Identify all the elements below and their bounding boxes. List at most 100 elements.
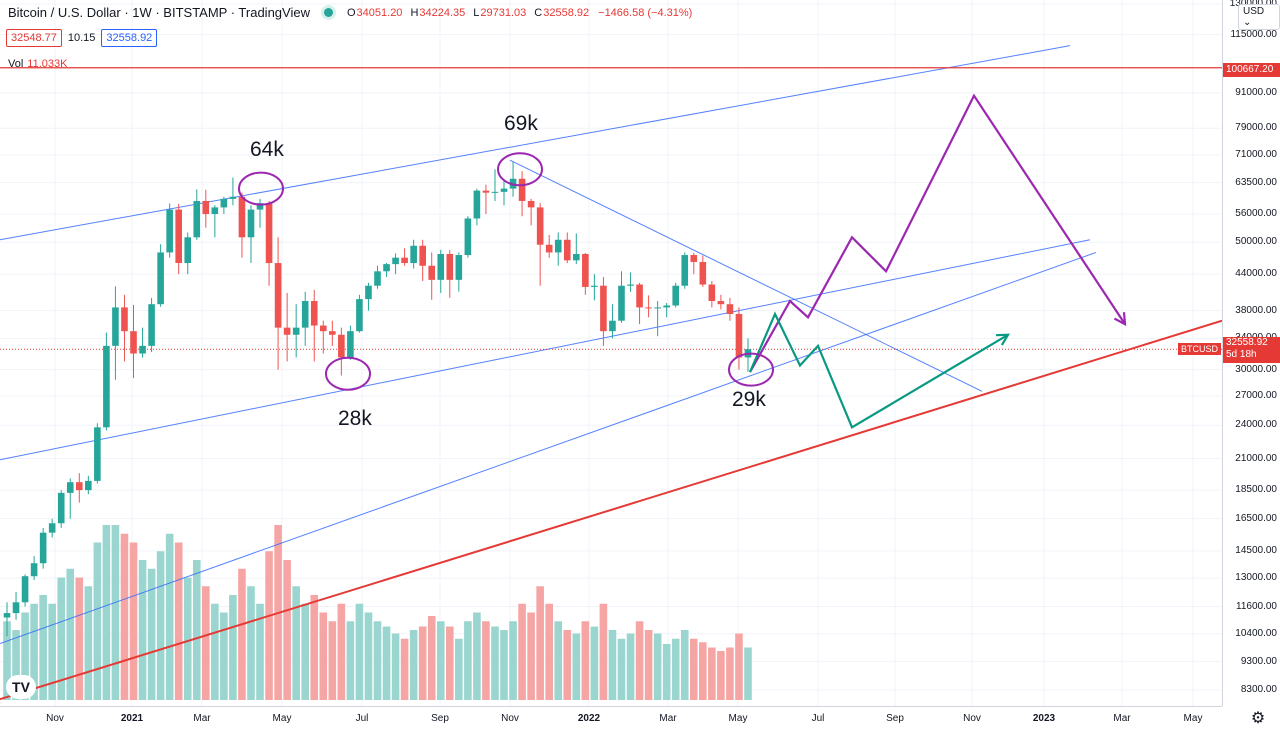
candle-body	[690, 255, 698, 262]
ohlc-value: 29731.03	[480, 6, 527, 19]
volume-bar	[617, 638, 626, 700]
time-axis[interactable]: Nov 2021 Mar May Jul Sep Nov 2022 Mar May Jul Sep No…	[0, 706, 1222, 733]
candle-body	[735, 313, 743, 358]
buy-price-button[interactable]: 32558.92	[101, 29, 158, 47]
candle-body	[392, 257, 399, 265]
price-tick-label: 115000.00	[1230, 28, 1277, 40]
ohlc-key: L	[473, 6, 480, 19]
candle-body	[609, 320, 616, 332]
chart-canvas[interactable]	[0, 0, 1222, 706]
candle-body	[663, 305, 670, 308]
volume-bar	[183, 577, 192, 700]
quote-row: 32548.77 10.15 32558.92	[6, 29, 158, 47]
volume-bar	[256, 603, 264, 700]
candle-body	[518, 178, 526, 201]
volume-bar	[138, 560, 147, 700]
volume-bar	[572, 633, 581, 700]
price-tick-label: 14500.00	[1235, 544, 1277, 556]
price-tick-label: 56000.00	[1235, 207, 1277, 219]
sell-price-button[interactable]: 32548.77	[6, 29, 62, 47]
candle-countdown: 5d 18h	[1226, 349, 1257, 360]
blue-trendline	[0, 239, 1091, 461]
time-tick-label: 2023	[1032, 713, 1056, 724]
candle-body	[726, 304, 734, 314]
time-tick-label: Nov	[46, 713, 64, 724]
candle-body	[636, 284, 643, 308]
price-tick-label: 13000.00	[1235, 572, 1277, 584]
volume-bar	[75, 577, 84, 700]
ohlc-readout: O34051.20 H34224.35 L29731.03 C32558.92 −146…	[347, 7, 692, 19]
candle-body	[292, 327, 300, 335]
symbol-title[interactable]: Bitcoin / U.S. Dollar · 1W · BITSTAMP · …	[8, 5, 310, 20]
volume-bar	[30, 603, 38, 700]
candle-body	[85, 480, 92, 491]
volume-bar	[671, 638, 680, 700]
candle-body	[139, 345, 146, 354]
volume-value: 11.033K	[27, 58, 68, 70]
ohlc-key: O	[346, 6, 356, 19]
volume-bar	[165, 533, 174, 700]
tradingview-logo-icon[interactable]: TV	[6, 675, 36, 699]
candle-body	[401, 257, 408, 264]
candle-body	[419, 245, 426, 266]
volume-bar	[283, 560, 291, 700]
candle-body	[645, 307, 652, 309]
volume-bar	[653, 633, 662, 700]
blue-trendline	[509, 159, 983, 392]
price-tick-label: 71000.00	[1235, 148, 1277, 160]
currency-select[interactable]: USD ⌄	[1238, 4, 1280, 30]
chart-area[interactable]	[0, 0, 1222, 706]
price-tick-label: 9300.00	[1240, 655, 1277, 667]
volume-bar	[319, 612, 328, 700]
candle-body	[265, 203, 273, 264]
volume-bar	[455, 638, 463, 700]
volume-bar	[48, 603, 56, 700]
volume-bar	[708, 647, 716, 700]
volume-bar	[292, 586, 300, 700]
volume-bar	[93, 542, 102, 700]
volume-bar	[527, 612, 535, 700]
volume-bar	[102, 525, 111, 700]
volume-bar	[473, 612, 481, 700]
volume-bar	[509, 621, 517, 700]
price-tick-label: 63500.00	[1235, 176, 1277, 188]
candle-body	[103, 345, 110, 428]
candle-body	[437, 253, 445, 280]
volume-bar	[202, 586, 210, 700]
highlight-circle-28k	[325, 356, 371, 391]
candle-body	[301, 301, 309, 328]
volume-bar	[445, 626, 454, 700]
time-tick-label: 2022	[577, 713, 601, 724]
ohlc-item: O34051.20	[347, 7, 402, 19]
gear-icon[interactable]: ⚙	[1250, 710, 1266, 727]
candle-body	[75, 482, 83, 491]
volume-bar	[355, 603, 364, 700]
volume-bar	[554, 621, 563, 700]
price-tick-label: 21000.00	[1235, 452, 1277, 464]
candle-body	[356, 299, 363, 332]
candle-body	[48, 523, 56, 533]
candle-body	[112, 307, 119, 346]
ohlc-value: −1466.58 (−4.31%)	[598, 6, 693, 19]
volume-bar	[391, 633, 400, 700]
candle-body	[283, 327, 291, 335]
volume-bar	[229, 595, 237, 700]
candle-body	[563, 239, 571, 261]
volume-bar	[599, 603, 608, 700]
candle-body	[193, 200, 201, 238]
candle-body	[238, 196, 246, 238]
candle-body	[428, 265, 436, 280]
candle-body	[491, 191, 499, 193]
volume-legend[interactable]: Vol 11.033K	[8, 58, 67, 70]
current-price-value: 32558.92	[1226, 337, 1268, 348]
volume-bar	[409, 630, 418, 700]
volume-bar	[400, 638, 409, 700]
volume-bar	[120, 533, 129, 700]
blue-trendline	[0, 45, 1071, 241]
candle-body	[446, 253, 454, 280]
annotation-28k: 28k	[338, 407, 372, 430]
volume-bar	[111, 525, 120, 700]
candle-body	[184, 237, 192, 264]
candle-body	[699, 261, 707, 285]
candle-body	[473, 190, 481, 219]
